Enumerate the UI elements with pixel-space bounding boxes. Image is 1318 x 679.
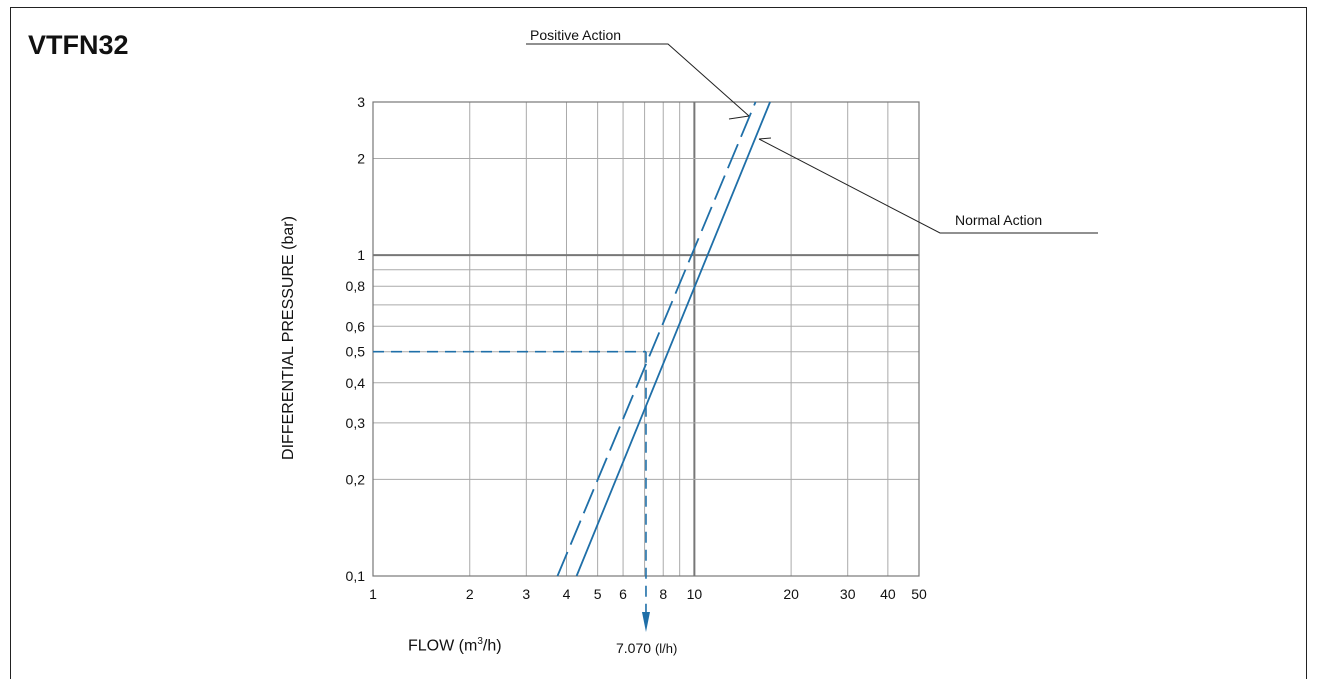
x-tick-label: 2 [466, 586, 474, 602]
x-tick-label: 6 [619, 586, 627, 602]
x-tick-label: 4 [563, 586, 571, 602]
y-tick-label: 3 [357, 94, 365, 110]
x-tick-label: 3 [522, 586, 530, 602]
positive-action-callout: Positive Action [530, 27, 622, 43]
normal-action-callout: Normal Action [955, 212, 1043, 228]
y-tick-label: 0,4 [346, 375, 366, 391]
x-tick-label: 40 [880, 586, 896, 602]
series-line [556, 101, 757, 577]
x-tick-label: 50 [911, 586, 927, 602]
y-tick-label: 0,1 [346, 568, 366, 584]
normal-action-leader [758, 137, 1098, 234]
y-tick-label: 0,3 [346, 415, 366, 431]
y-tick-label: 0,5 [346, 344, 366, 360]
x-tick-label: 8 [659, 586, 667, 602]
y-tick-label: 1 [357, 247, 365, 263]
series-line [575, 101, 771, 577]
x-axis-label-suffix: /h) [482, 637, 502, 655]
y-tick-label: 0,2 [346, 471, 366, 487]
x-tick-label: 30 [840, 586, 856, 602]
x-axis-label-prefix: FLOW (m [408, 637, 478, 655]
x-tick-label: 10 [687, 586, 703, 602]
y-tick-label: 2 [357, 151, 365, 167]
y-tick-label: 0,8 [346, 278, 366, 294]
x-axis-label: FLOW (m3/h) [408, 636, 502, 655]
x-tick-label: 1 [369, 586, 377, 602]
y-tick-label: 0,6 [346, 318, 366, 334]
positive-action-leader [526, 43, 750, 120]
x-tick-label: 5 [594, 586, 602, 602]
flow-readout-value: 7.070 [616, 640, 652, 656]
reference-arrow-icon [641, 612, 650, 632]
chart-frame [10, 7, 1307, 679]
flow-readout-unit: (l/h) [654, 641, 678, 656]
chart-title: VTFN32 [28, 30, 129, 60]
x-axis-label-sup: 3 [477, 636, 483, 647]
flow-readout: 7.070 (l/h) [616, 640, 677, 656]
x-tick-label: 20 [783, 586, 799, 602]
